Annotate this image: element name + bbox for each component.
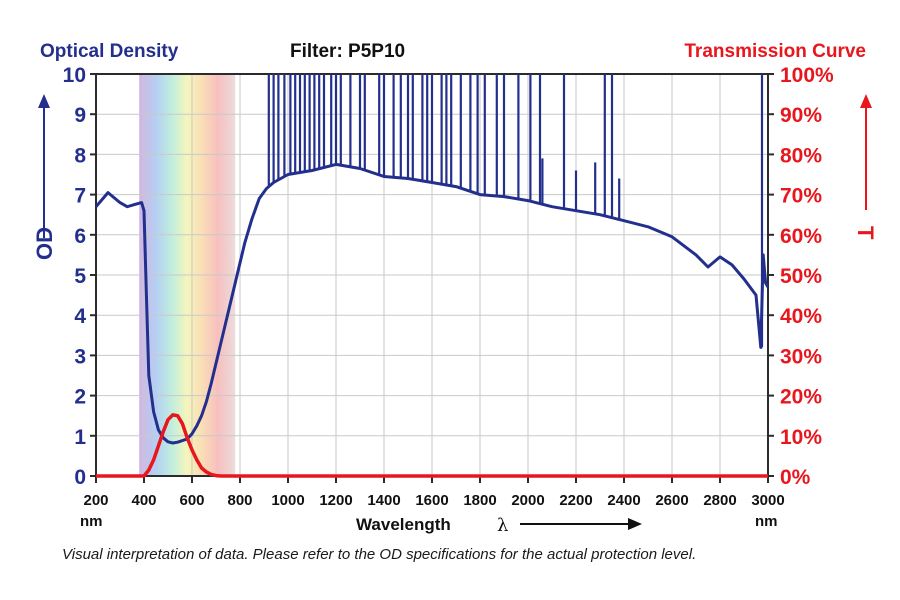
x-tick-label: 2200	[559, 492, 592, 509]
right-tick-label: 90%	[780, 104, 822, 127]
left-tick-label: 9	[74, 104, 86, 127]
x-axis-title-group: Wavelength λ	[356, 515, 642, 536]
transmission-series-line	[96, 413, 768, 478]
left-axis-title: Optical Density	[40, 41, 179, 62]
left-tick-label: 2	[74, 386, 86, 409]
x-unit-left: nm	[80, 513, 103, 530]
left-axis-tick-labels: 0 1 2 3 4 5 6 7 8 9 10	[63, 64, 87, 489]
left-tick-label: 6	[74, 225, 86, 248]
x-axis-tick-labels: 200 400 600 800 1000 1200 1400 1600 1800 2000 2200…	[83, 492, 784, 509]
left-tick-label: 4	[74, 305, 86, 328]
right-axis-label: T	[853, 226, 878, 240]
left-tick-label: 5	[74, 265, 86, 288]
od-series-line	[94, 162, 770, 445]
x-tick-label: 1200	[319, 492, 352, 509]
right-axis-label-group: T	[853, 94, 878, 240]
x-axis-label: Wavelength	[356, 515, 451, 534]
od-spikes	[267, 74, 764, 348]
right-tick-label: 50%	[780, 265, 822, 288]
up-arrow-icon	[38, 94, 50, 108]
right-tick-label: 80%	[780, 144, 822, 167]
x-tick-label: 600	[179, 492, 204, 509]
left-tick-label: 7	[74, 185, 86, 208]
x-tick-label: 2000	[511, 492, 544, 509]
right-tick-label: 20%	[780, 386, 822, 409]
x-tick-label: 1400	[367, 492, 400, 509]
right-arrow-icon	[628, 518, 642, 530]
x-tick-label: 1800	[463, 492, 496, 509]
x-unit-right: nm	[755, 513, 778, 530]
x-tick-label: 400	[131, 492, 156, 509]
up-arrow-icon	[860, 94, 872, 108]
left-axis-label: OD	[32, 227, 57, 260]
x-tick-label: 2600	[655, 492, 688, 509]
x-tick-label: 2400	[607, 492, 640, 509]
chart-caption: Visual interpretation of data. Please re…	[62, 546, 697, 563]
x-tick-label: 2800	[703, 492, 736, 509]
left-tick-label: 1	[74, 426, 86, 449]
right-tick-label: 100%	[780, 64, 834, 87]
right-tick-label: 60%	[780, 225, 822, 248]
right-axis-tick-labels: 0% 10% 20% 30% 40% 50% 60% 70% 80% 90% 100%	[780, 64, 834, 489]
left-tick-label: 3	[74, 345, 86, 368]
x-tick-label: 3000	[751, 492, 784, 509]
right-tick-label: 10%	[780, 426, 822, 449]
x-tick-label: 1000	[271, 492, 304, 509]
left-tick-label: 10	[63, 64, 86, 87]
left-tick-label: 0	[74, 466, 86, 489]
right-axis-title: Transmission Curve	[684, 41, 866, 62]
right-tick-label: 30%	[780, 345, 822, 368]
left-tick-label: 8	[74, 144, 86, 167]
x-tick-label: 1600	[415, 492, 448, 509]
chart-title: Filter: P5P10	[290, 41, 405, 62]
x-tick-label: 200	[83, 492, 108, 509]
right-tick-label: 70%	[780, 185, 822, 208]
right-tick-label: 40%	[780, 305, 822, 328]
right-tick-label: 0%	[780, 466, 811, 489]
lambda-symbol: λ	[497, 515, 508, 536]
x-tick-label: 800	[227, 492, 252, 509]
left-axis-label-group: OD	[32, 94, 57, 260]
